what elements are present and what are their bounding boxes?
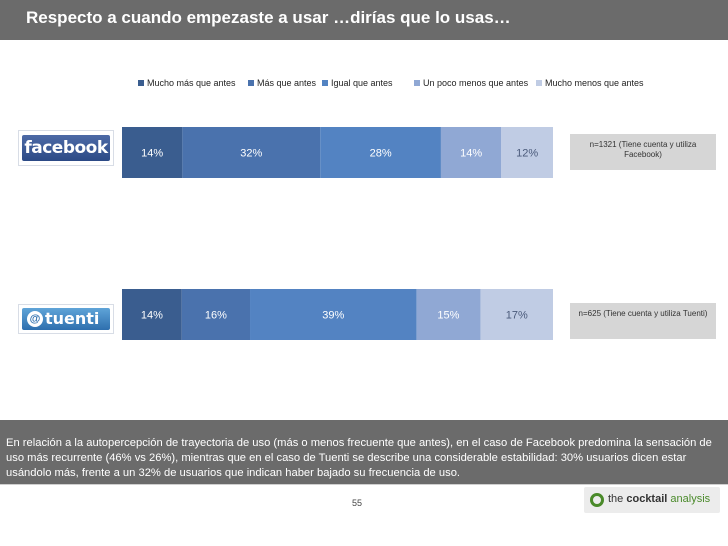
legend-swatch [536,80,542,86]
tuenti-logo-mark: @ [27,311,43,327]
data-label: 14% [141,148,163,160]
brand-mark-icon [590,493,604,507]
legend-item: Mucho más que antes [138,78,236,88]
brand-prefix: the [608,493,624,505]
tuenti-logo: @ tuenti [18,304,114,334]
legend-item: Más que antes [248,78,316,88]
page-number: 55 [352,498,363,508]
bar-segment [122,289,182,340]
data-label: 14% [141,310,163,322]
legend-label: Mucho más que antes [147,78,236,88]
bar-segment [182,127,321,178]
data-label: 14% [460,148,482,160]
data-label: 39% [322,310,344,322]
facebook-logo-text: facebook [24,138,108,158]
data-label: 12% [516,148,538,160]
legend-item: Igual que antes [322,78,393,88]
legend-swatch [248,80,254,86]
legend-item: Un poco menos que antes [414,78,528,88]
brand-logo: the cocktail analysis [584,487,720,513]
data-label: 16% [205,310,227,322]
bar-segment [501,127,553,178]
footer-divider [0,484,728,485]
data-label: 17% [506,310,528,322]
legend-swatch [414,80,420,86]
data-label: 15% [437,310,459,322]
data-label: 28% [370,148,392,160]
bar-segment [320,127,441,178]
bar-segment [181,289,251,340]
tuenti-logo-text: tuenti [45,309,100,328]
tuenti-sample-note: n=625 (Tiene cuenta y utiliza Tuenti) [570,303,716,339]
facebook-logo: facebook [18,130,114,166]
legend-label: Mucho menos que antes [545,78,644,88]
bar-segment [250,289,417,340]
bar-segment [480,289,553,340]
summary-text: En relación a la autopercepción de traye… [0,420,728,484]
brand-bold: cocktail [626,493,668,505]
facebook-sample-note: n=1321 (Tiene cuenta y utiliza Facebook) [570,134,716,170]
page-title: Respecto a cuando empezaste a usar …dirí… [26,8,511,27]
stacked-bar-chart: 14% 32% 28% 14% 12% 14% 16% 39% 15% 17% [122,127,553,340]
legend-label: Más que antes [257,78,317,88]
brand-name: the cocktail analysis [608,493,710,505]
bar-segment [416,289,481,340]
bar-segment [122,127,183,178]
legend-swatch [138,80,144,86]
brand-suffix: analysis [670,493,711,505]
legend-swatch [322,80,328,86]
title-bar: Respecto a cuando empezaste a usar …dirí… [0,0,728,40]
bar-segment [440,127,502,178]
legend-item: Mucho menos que antes [536,78,644,88]
data-label: 32% [240,148,262,160]
legend-label: Un poco menos que antes [423,78,529,88]
legend-label: Igual que antes [331,78,393,88]
